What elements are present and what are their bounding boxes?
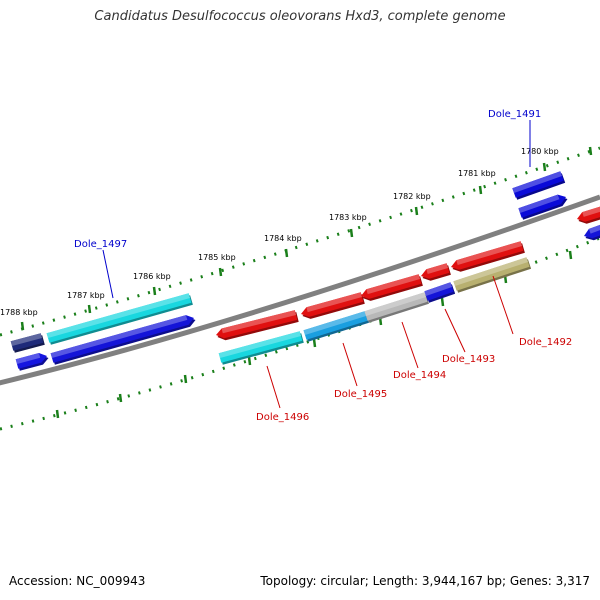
cds-dole-1497[interactable] (50, 315, 196, 365)
major-tick (20, 321, 25, 331)
major-tick (414, 206, 419, 216)
gene-label-dole-1491[interactable]: Dole_1491 (488, 109, 541, 120)
cds-far-left[interactable] (15, 353, 49, 371)
genome-backbone (0, 194, 600, 386)
major-tick (87, 304, 92, 314)
cds-dole-1491[interactable] (518, 194, 568, 220)
accession-text: Accession: NC_009943 (9, 574, 146, 588)
map-title: Candidatus Desulfococcus oleovorans Hxd3… (94, 9, 506, 24)
major-tick (312, 338, 317, 348)
major-tick (542, 162, 547, 172)
minus-cds-right-edge[interactable] (577, 205, 600, 224)
kbp-scale-labels: 1788 kbp 1787 kbp 1786 kbp 1785 kbp 1784 kbp… (0, 147, 559, 317)
minus-cds-dole-1496[interactable] (216, 310, 299, 341)
kbp-label: 1782 kbp (393, 192, 431, 201)
gene-label-dole-1495[interactable]: Dole_1495 (334, 389, 387, 400)
minus-cds-dole-1495[interactable] (301, 292, 365, 319)
kbp-label: 1784 kbp (264, 234, 302, 243)
kbp-label: 1788 kbp (0, 308, 38, 317)
minus-cds-dole-1492[interactable] (451, 241, 525, 272)
major-tick (349, 228, 354, 238)
kbp-label: 1780 kbp (521, 147, 559, 156)
label-leaders (102, 120, 531, 409)
leader-line (266, 365, 281, 409)
major-tick (152, 286, 157, 296)
gene-label-dole-1492[interactable]: Dole_1492 (519, 337, 572, 348)
plus-gene-dole-1497[interactable] (46, 293, 193, 345)
kbp-label: 1786 kbp (133, 272, 171, 281)
minus-cds-dole-1494[interactable] (361, 274, 423, 301)
plus-gene-dole-1491[interactable] (512, 171, 566, 200)
minus-gene-dole-1495[interactable] (303, 311, 370, 342)
kbp-label: 1783 kbp (329, 213, 367, 222)
kbp-label: 1785 kbp (198, 253, 236, 262)
leader-line (444, 308, 466, 353)
major-tick (247, 356, 252, 366)
genome-stats-text: Topology: circular; Length: 3,944,167 bp… (260, 574, 590, 588)
major-tick (568, 250, 573, 260)
cds-right-edge[interactable] (584, 223, 600, 241)
major-tick (478, 185, 483, 195)
minus-cds-dole-1493[interactable] (421, 263, 451, 281)
major-tick (218, 267, 223, 277)
minus-gene-dole-1493[interactable] (424, 282, 456, 303)
major-tick (55, 409, 60, 419)
leader-line (492, 275, 514, 335)
major-tick (284, 248, 289, 258)
minus-gene-dole-1496[interactable] (218, 331, 304, 365)
gene-features[interactable] (10, 171, 600, 371)
minus-gene-dole-1494[interactable] (364, 292, 430, 323)
major-tick (588, 146, 593, 156)
gene-label-dole-1493[interactable]: Dole_1493 (442, 354, 495, 365)
plus-gene-far-left[interactable] (10, 333, 45, 353)
major-tick (118, 393, 123, 403)
leader-line (401, 321, 419, 369)
gene-label-dole-1494[interactable]: Dole_1494 (393, 370, 446, 381)
major-tick (183, 374, 188, 384)
leader-line (102, 249, 114, 299)
gene-label-dole-1496[interactable]: Dole_1496 (256, 412, 309, 423)
leader-line (342, 342, 358, 387)
kbp-label: 1781 kbp (458, 169, 496, 178)
gene-labels[interactable]: Dole_1491 Dole_1497 Dole_1492 Dole_1493 Dole… (74, 109, 572, 423)
major-ticks (20, 146, 593, 419)
kbp-label: 1787 kbp (67, 291, 105, 300)
gene-label-dole-1497[interactable]: Dole_1497 (74, 239, 127, 250)
major-tick (440, 297, 445, 307)
